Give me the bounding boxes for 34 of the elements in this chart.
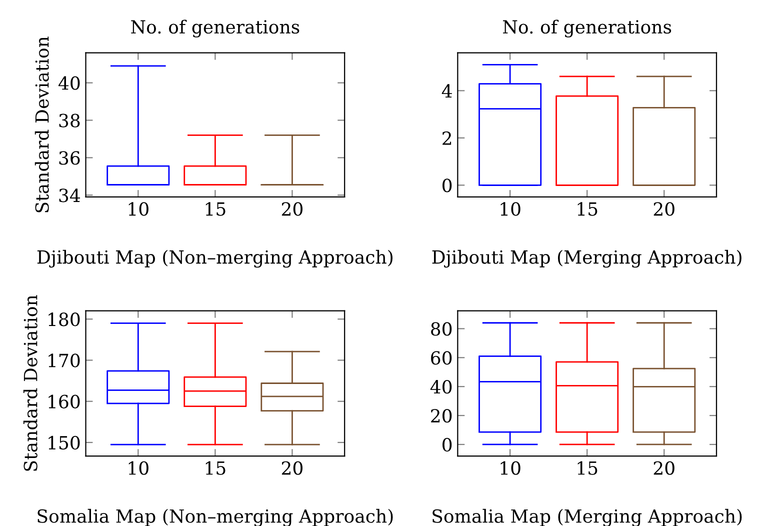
x-tick-label: 10: [128, 461, 148, 475]
x-tick-label: 10: [128, 202, 148, 216]
y-tick-label: 170: [48, 354, 80, 368]
y-tick-label: 60: [431, 351, 452, 365]
y-tick-label: 20: [431, 408, 452, 423]
x-tick-label: 10: [500, 461, 520, 475]
x-tick-label: 15: [578, 461, 598, 475]
x-tick-label: 20: [282, 202, 302, 216]
y-axis-title: Standard Deviation: [34, 36, 49, 212]
y-tick-label: 40: [430, 380, 452, 394]
y-tick-label: 80: [431, 322, 452, 336]
y-tick-label: 2: [442, 131, 452, 145]
y-tick-label: 0: [442, 438, 452, 452]
y-tick-label: 0: [442, 178, 452, 192]
y-tick-label: 38: [59, 114, 80, 128]
x-tick-label: 15: [206, 461, 226, 475]
y-tick-label: 36: [59, 151, 80, 165]
x-tick-label: 20: [654, 461, 674, 475]
chart-title: No. of generations: [131, 20, 300, 38]
x-tick-label: 20: [282, 461, 302, 475]
x-axis-title: Djibouti Map (Merging Approach): [432, 250, 742, 268]
y-tick-label: 40: [58, 76, 80, 90]
y-tick-label: 150: [48, 436, 80, 450]
y-tick-label: 4: [442, 84, 452, 98]
x-axis-title: Djibouti Map (Non–merging Approach): [37, 250, 392, 268]
y-tick-label: 160: [48, 394, 80, 408]
y-tick-label: 34: [59, 188, 80, 202]
y-axis-title: Standard Deviation: [23, 295, 38, 471]
y-tick-label: 180: [48, 312, 80, 326]
chart-title: No. of generations: [503, 20, 672, 38]
x-tick-label: 15: [206, 202, 226, 216]
x-tick-label: 10: [500, 202, 520, 216]
x-tick-label: 20: [654, 202, 674, 216]
x-tick-label: 15: [578, 202, 598, 216]
